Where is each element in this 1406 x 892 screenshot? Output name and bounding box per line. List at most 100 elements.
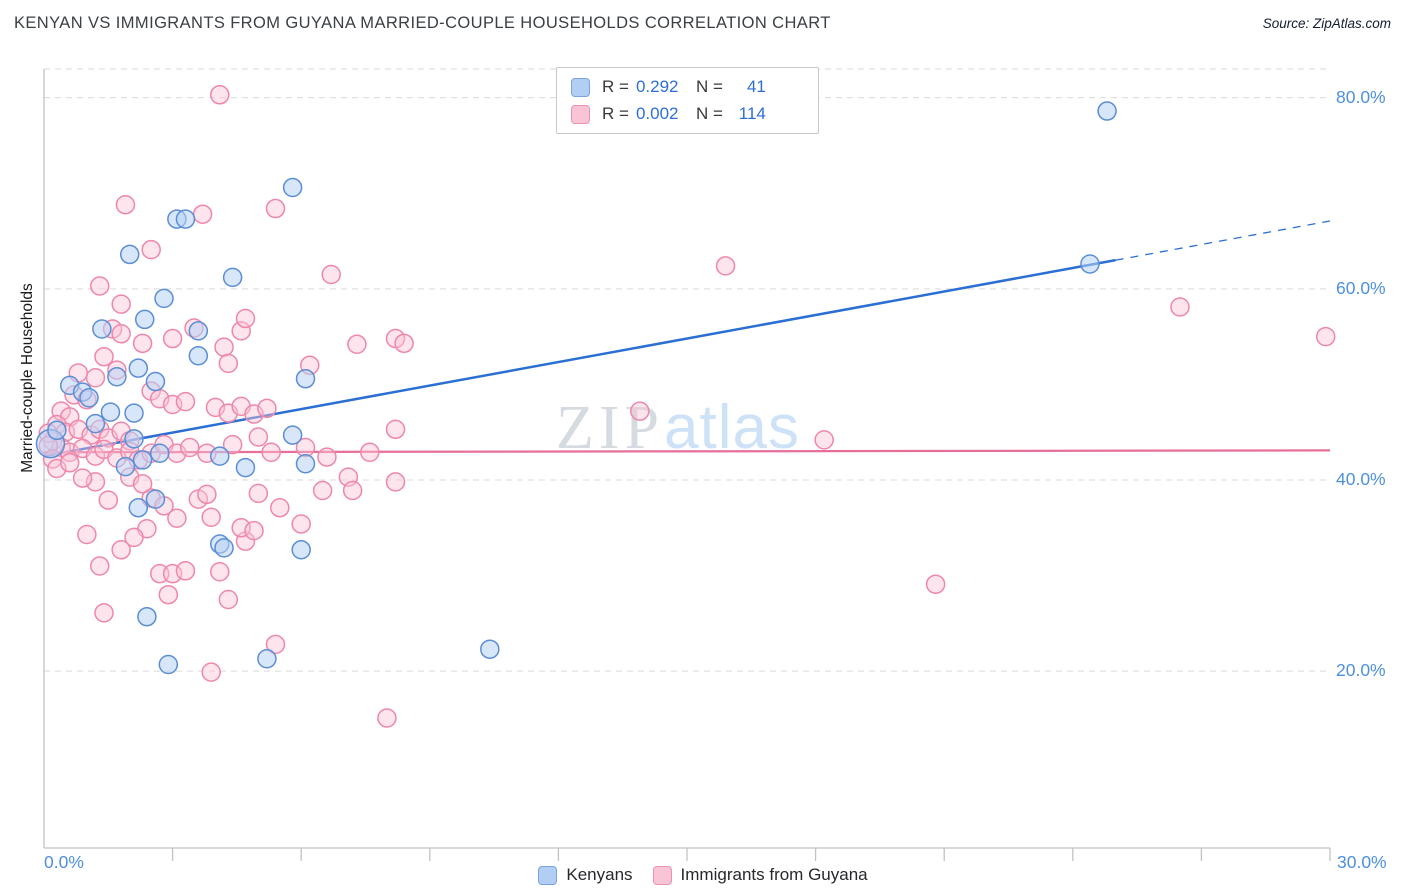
scatter-point-guyana — [197, 484, 217, 505]
scatter-point-kenyans — [282, 177, 303, 198]
scatter-point-guyana — [394, 333, 414, 354]
scatter-point-kenyans — [134, 309, 155, 330]
scatter-point-kenyans — [128, 497, 149, 518]
scatter-point-kenyans — [92, 319, 112, 339]
n-label: N = — [695, 104, 723, 123]
scatter-point-kenyans — [295, 368, 316, 389]
series-legend: Kenyans Immigrants from Guyana — [0, 865, 1406, 885]
source-attribution: Source: ZipAtlas.com — [1262, 16, 1391, 31]
scatter-point-guyana — [210, 562, 230, 582]
scatter-point-kenyans — [137, 606, 157, 627]
scatter-point-kenyans — [282, 425, 303, 445]
scatter-point-kenyans — [214, 538, 234, 558]
trend-line-extension — [1115, 220, 1331, 261]
scatter-point-guyana — [347, 334, 367, 355]
n-value: 41 — [746, 77, 766, 96]
scatter-point-kenyans — [47, 420, 67, 441]
y-tick-40: 40.0% — [1336, 469, 1386, 489]
scatter-point-kenyans — [107, 367, 127, 387]
guyana-swatch-icon — [652, 865, 672, 885]
guyana-swatch-icon — [571, 104, 590, 124]
y-tick-80: 80.0% — [1336, 87, 1386, 107]
scatter-point-guyana — [179, 437, 200, 458]
r-value: 0.002 — [635, 104, 679, 123]
scatter-point-kenyans — [124, 429, 144, 449]
scatter-point-kenyans — [79, 388, 99, 408]
scatter-point-guyana — [98, 490, 119, 510]
scatter-point-kenyans — [145, 371, 166, 392]
trend-line — [43, 449, 1331, 454]
scatter-point-guyana — [385, 419, 406, 440]
scatter-point-kenyans — [128, 358, 149, 378]
scatter-point-guyana — [214, 337, 234, 357]
legend-row-guyana: R = 0.002 N = 114 — [571, 102, 804, 126]
scatter-point-guyana — [715, 256, 736, 276]
scatter-point-guyana — [201, 662, 221, 682]
scatter-point-kenyans — [188, 321, 209, 341]
scatter-point-guyana — [162, 328, 183, 349]
scatter-point-kenyans — [115, 456, 136, 477]
scatter-point-guyana — [124, 527, 144, 548]
scatter-point-guyana — [94, 603, 114, 623]
scatter-point-kenyans — [145, 489, 166, 509]
n-label: N = — [695, 77, 723, 96]
scatter-point-guyana — [94, 346, 114, 367]
scatter-point-guyana — [265, 634, 286, 655]
scatter-point-kenyans — [291, 540, 311, 560]
scatter-point-guyana — [111, 540, 131, 560]
scatter-point-kenyans — [210, 446, 230, 466]
trend-line — [43, 258, 1116, 458]
scatter-point-kenyans — [154, 288, 174, 309]
scatter-point-guyana — [312, 480, 333, 501]
legend-item-guyana: Immigrants from Guyana — [652, 865, 868, 885]
scatter-point-kenyans — [1080, 254, 1100, 274]
scatter-point-guyana — [201, 507, 221, 528]
scatter-point-kenyans — [85, 413, 106, 434]
legend-item-kenyans: Kenyans — [538, 865, 633, 885]
scatter-point-kenyans — [124, 403, 144, 423]
scatter-point-guyana — [244, 520, 264, 541]
scatter-point-guyana — [265, 198, 286, 219]
r-label: R = — [602, 77, 629, 96]
scatter-point-guyana — [85, 367, 106, 388]
scatter-point-guyana — [257, 398, 277, 419]
scatter-point-kenyans — [1097, 101, 1117, 121]
x-tick-min: 0.0% — [44, 852, 84, 872]
scatter-point-guyana — [222, 434, 243, 455]
scatter-point-kenyans — [222, 267, 243, 288]
n-value: 114 — [738, 104, 766, 123]
scatter-point-kenyans — [100, 402, 121, 422]
kenyans-swatch-icon — [538, 865, 558, 885]
scatter-point-guyana — [218, 353, 239, 374]
scatter-point-guyana — [59, 453, 80, 473]
scatter-point-kenyans — [175, 209, 196, 229]
scatter-point-guyana — [291, 514, 311, 534]
scatter-point-guyana — [141, 239, 161, 260]
legend-row-kenyans: R = 0.292 N = 41 — [571, 75, 804, 99]
scatter-point-guyana — [210, 85, 230, 105]
scatter-point-guyana — [175, 561, 196, 581]
scatter-point-kenyans — [149, 443, 170, 463]
scatter-point-kenyans — [257, 648, 277, 669]
scatter-point-guyana — [158, 584, 179, 605]
scatter-point-guyana — [1315, 326, 1336, 347]
scatter-point-guyana — [235, 308, 256, 329]
scatter-point-guyana — [925, 574, 946, 594]
scatter-point-kenyans — [132, 450, 153, 470]
legend-label-kenyans: Kenyans — [566, 865, 633, 884]
scatter-point-kenyans — [480, 639, 500, 659]
scatter-point-kenyans — [188, 345, 209, 366]
y-tick-20: 20.0% — [1336, 660, 1386, 680]
scatter-point-guyana — [261, 442, 281, 463]
scatter-point-guyana — [231, 321, 251, 341]
scatter-point-guyana — [270, 497, 290, 518]
scatter-point-guyana — [342, 480, 363, 501]
correlation-legend-box: R = 0.292 N = 41 R = 0.002 N = 114 — [556, 67, 819, 134]
legend-label-guyana: Immigrants from Guyana — [680, 865, 868, 884]
scatter-point-guyana — [385, 472, 406, 492]
scatter-point-guyana — [167, 508, 187, 528]
scatter-point-guyana — [218, 589, 239, 610]
y-tick-60: 60.0% — [1336, 278, 1386, 298]
scatter-point-guyana — [132, 474, 153, 494]
